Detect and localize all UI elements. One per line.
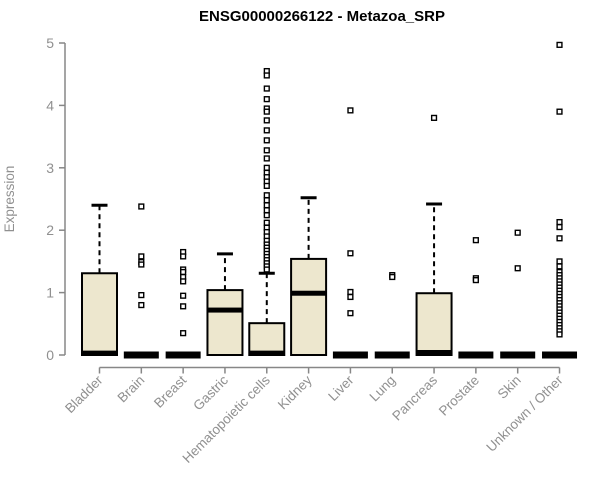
outlier-point-unknown-other <box>556 235 563 242</box>
chart-title: ENSG00000266122 - Metazoa_SRP <box>199 8 445 25</box>
outlier-point-breast <box>180 303 187 310</box>
outlier-point-unknown-other <box>556 108 563 115</box>
x-category-label: Bladder <box>62 372 106 416</box>
y-tick-label: 3 <box>46 160 54 176</box>
outlier-point-hematopoietic-cells <box>263 192 270 199</box>
outlier-point-unknown-other <box>556 331 563 338</box>
outlier-point-brain <box>138 253 145 260</box>
outlier-point-hematopoietic-cells <box>263 127 270 134</box>
flat-box-prostate <box>458 351 494 359</box>
y-tick-label: 5 <box>46 35 54 51</box>
outlier-point-hematopoietic-cells <box>263 164 270 171</box>
median-kidney <box>291 290 327 296</box>
outlier-point-unknown-other <box>556 263 563 270</box>
outlier-point-brain <box>138 203 145 210</box>
outlier-point-skin <box>514 265 521 272</box>
outlier-point-liver <box>347 293 354 301</box>
outlier-point-hematopoietic-cells <box>263 137 270 144</box>
flat-box-breast <box>165 351 201 359</box>
outlier-point-unknown-other <box>556 41 563 48</box>
outlier-point-breast <box>180 292 187 299</box>
x-category-label: Breast <box>151 372 189 410</box>
outlier-point-hematopoietic-cells <box>263 85 270 92</box>
y-tick-label: 2 <box>46 222 54 238</box>
outlier-point-brain <box>138 261 145 268</box>
outlier-point-pancreas <box>430 114 438 121</box>
y-tick-label: 4 <box>46 97 54 113</box>
outlier-point-hematopoietic-cells <box>263 147 270 154</box>
outlier-point-hematopoietic-cells <box>263 207 270 214</box>
outlier-point-hematopoietic-cells <box>263 219 270 226</box>
outlier-point-brain <box>138 301 145 309</box>
outlier-point-unknown-other <box>556 223 563 231</box>
x-category-label: Prostate <box>436 373 482 419</box>
outlier-point-breast <box>180 330 187 337</box>
x-category-label: Kidney <box>275 372 315 412</box>
median-hematopoietic-cells <box>249 350 285 356</box>
outlier-point-hematopoietic-cells <box>263 108 270 115</box>
outlier-point-hematopoietic-cells <box>263 197 270 204</box>
outlier-point-skin <box>514 229 521 236</box>
y-axis-title: Expression <box>2 166 17 233</box>
x-category-label: Liver <box>325 372 357 404</box>
outlier-point-hematopoietic-cells <box>263 212 270 219</box>
outlier-point-breast <box>180 253 187 260</box>
outlier-point-lung <box>389 273 396 281</box>
x-category-label: Lung <box>367 373 399 405</box>
flat-box-unknown-other <box>542 351 578 359</box>
outlier-point-hematopoietic-cells <box>263 155 270 162</box>
box-hematopoietic-cells <box>248 322 286 356</box>
outlier-point-hematopoietic-cells <box>263 117 270 124</box>
outlier-point-liver <box>347 107 354 114</box>
box-gastric <box>206 289 244 357</box>
flat-box-liver <box>332 351 368 359</box>
x-category-label: Pancreas <box>389 372 440 423</box>
outlier-point-prostate <box>472 277 479 284</box>
outlier-point-breast <box>180 268 187 276</box>
box-bladder <box>81 272 118 357</box>
median-pancreas <box>416 350 452 356</box>
outlier-point-hematopoietic-cells <box>263 182 270 189</box>
outlier-point-hematopoietic-cells <box>263 72 270 79</box>
flat-box-skin <box>500 351 536 359</box>
outlier-point-liver <box>347 250 354 257</box>
outlier-point-hematopoietic-cells <box>263 266 270 273</box>
outlier-point-prostate <box>472 237 479 244</box>
outlier-point-unknown-other <box>556 218 563 226</box>
box-kidney <box>290 257 328 356</box>
median-bladder <box>82 350 117 356</box>
outlier-point-hematopoietic-cells <box>263 96 270 103</box>
outlier-point-brain <box>138 291 145 299</box>
outlier-point-liver <box>347 288 354 296</box>
x-category-label: Gastric <box>190 372 231 413</box>
x-category-label: Unknown / Other <box>483 372 566 455</box>
median-gastric <box>207 307 243 313</box>
x-category-label: Skin <box>495 373 524 402</box>
outlier-point-breast <box>180 278 187 285</box>
box-pancreas <box>415 292 453 356</box>
y-tick-label: 1 <box>46 285 54 301</box>
flat-box-lung <box>374 351 410 359</box>
outlier-point-unknown-other <box>556 258 563 265</box>
flat-box-brain <box>123 351 159 359</box>
y-tick-label: 0 <box>46 347 54 363</box>
outlier-point-hematopoietic-cells <box>263 202 270 209</box>
outlier-point-liver <box>347 310 354 317</box>
x-category-label: Brain <box>115 373 148 406</box>
